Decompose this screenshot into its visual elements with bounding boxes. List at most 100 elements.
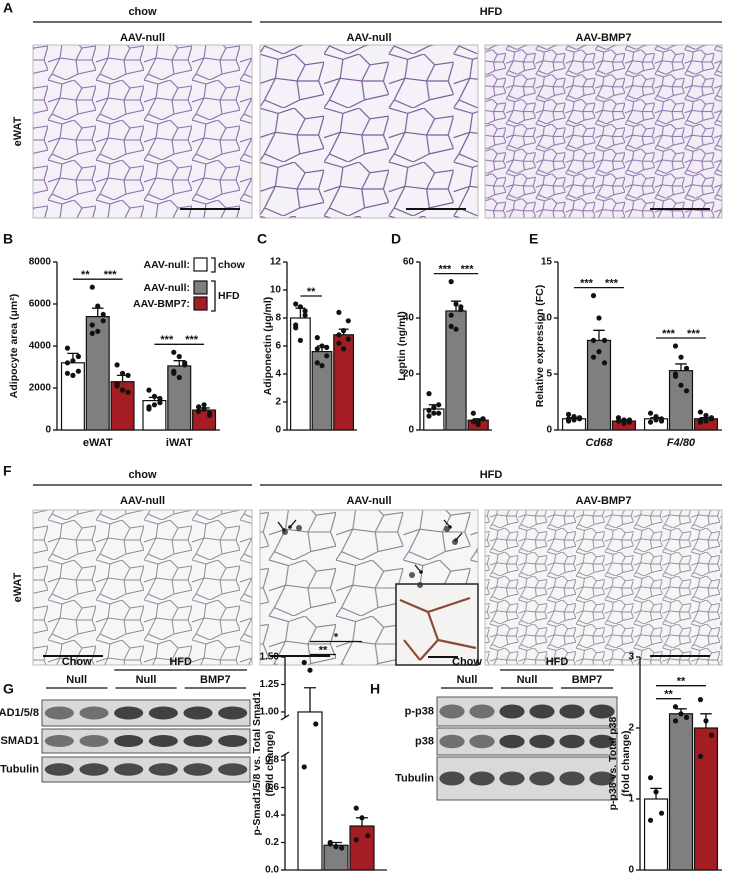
data-point — [653, 789, 659, 795]
arrow-head — [288, 525, 292, 529]
column-label: AAV-BMP7 — [575, 495, 631, 507]
data-point — [75, 353, 82, 360]
y-tick-label: 20 — [403, 369, 415, 380]
data-point — [146, 387, 152, 393]
data-point — [697, 409, 704, 415]
blot-band — [439, 771, 465, 786]
column-label: AAV-BMP7 — [575, 32, 631, 44]
data-point — [431, 410, 437, 416]
significance-label: *** — [185, 334, 199, 346]
data-point — [565, 416, 572, 422]
data-point — [206, 410, 213, 416]
data-point — [601, 360, 608, 366]
legend-bracket — [211, 280, 216, 312]
data-point — [565, 411, 572, 417]
data-point — [647, 419, 654, 425]
y-tick-label: 0.4 — [265, 810, 279, 821]
column-label: AAV-null — [120, 32, 165, 44]
legend-label: AAV-null: — [144, 259, 190, 271]
y-tick-label: 0 — [275, 425, 281, 436]
y-tick-label: 6000 — [29, 299, 52, 310]
y-tick-label: 1.50 — [260, 652, 280, 663]
blot-strip — [436, 696, 618, 727]
data-point — [345, 318, 351, 324]
data-point — [297, 304, 303, 310]
y-tick-label: 0.6 — [265, 782, 279, 793]
data-point — [64, 370, 71, 376]
blot-band — [499, 734, 525, 749]
blot-band — [559, 734, 585, 749]
significance-label: *** — [160, 334, 174, 346]
significance-label: ** — [307, 286, 316, 298]
bar — [323, 844, 349, 871]
row-label: Tubulin — [395, 772, 434, 784]
blot-band — [148, 763, 178, 776]
panel-label: D — [391, 231, 401, 247]
blot-strip — [41, 699, 251, 727]
data-point — [672, 704, 679, 710]
data-point — [70, 358, 76, 364]
data-point — [458, 304, 464, 310]
error-bar — [173, 360, 185, 366]
bar — [643, 798, 669, 871]
data-point — [339, 845, 345, 851]
data-point — [683, 365, 690, 371]
data-point — [571, 417, 577, 423]
error-bar — [675, 363, 687, 371]
y-axis-label: Adiponectin (μg/ml) — [262, 297, 274, 396]
y-axis-label: Leptin (ng/ml) — [396, 311, 408, 380]
data-point — [95, 328, 101, 334]
x-tick-label: F4/80 — [667, 437, 696, 449]
legend-group-label: HFD — [218, 290, 240, 302]
row-label: SMAD1 — [0, 735, 39, 747]
data-point — [436, 402, 442, 408]
data-point — [114, 383, 120, 389]
data-point — [431, 405, 437, 411]
y-tick-label: 1.25 — [260, 679, 280, 690]
data-point — [195, 408, 202, 414]
column-label: Null — [136, 674, 157, 686]
bar — [693, 727, 719, 871]
group-label: Chow — [62, 656, 92, 668]
data-point — [601, 337, 608, 343]
blot-strip — [41, 756, 251, 783]
data-point — [448, 323, 454, 329]
y-tick-label: 4000 — [29, 341, 52, 352]
y-tick-label: 0.8 — [265, 755, 279, 766]
column-label: AAV-null — [346, 495, 391, 507]
data-point — [171, 370, 177, 376]
group-label: HFD — [169, 656, 192, 668]
data-point — [453, 301, 459, 307]
panel-label: E — [529, 231, 538, 247]
y-tick-label: 0 — [546, 425, 552, 436]
data-point — [336, 309, 342, 315]
blot-band — [529, 771, 555, 786]
data-point — [703, 412, 709, 419]
data-point — [658, 418, 665, 424]
y-tick-label: 1.00 — [260, 707, 280, 718]
data-point — [201, 402, 207, 408]
blot-band — [499, 704, 525, 719]
y-tick-label: 2 — [275, 397, 281, 408]
data-point — [201, 406, 207, 412]
data-point — [590, 337, 597, 343]
blot-band — [529, 704, 555, 719]
column-label: BMP7 — [200, 674, 231, 686]
histology-image — [259, 44, 479, 219]
blot-band — [469, 704, 495, 719]
bar — [297, 711, 323, 871]
blot-band — [218, 706, 248, 720]
data-point — [100, 318, 106, 324]
column-label: AAV-null — [120, 495, 165, 507]
data-point — [151, 393, 158, 399]
row-label: eWAT — [12, 572, 24, 602]
significance-label: *** — [580, 278, 594, 290]
row-label: p-p38 — [405, 705, 434, 717]
data-point — [95, 303, 101, 309]
data-point — [353, 805, 359, 811]
data-point — [336, 340, 342, 346]
y-tick-label: 0.0 — [265, 865, 279, 875]
y-tick-label: 0.2 — [265, 837, 279, 848]
data-point — [672, 371, 679, 377]
data-point — [89, 322, 95, 328]
